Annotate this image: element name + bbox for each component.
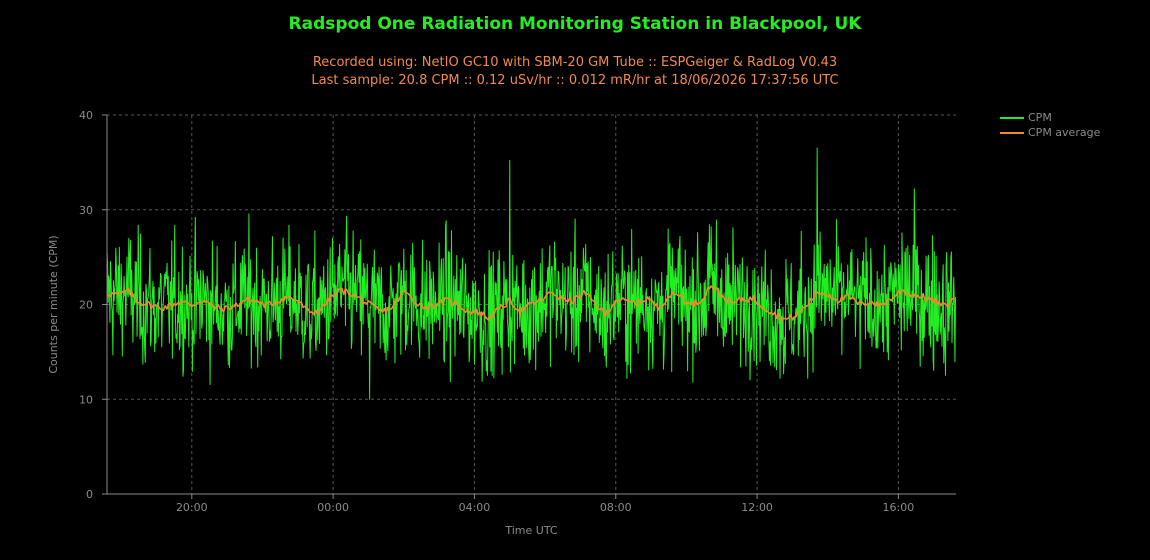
- axes-layer: 0 10 20 30 40 20:00 00:00 04:00 08:00 12:00 16:00 T…: [47, 109, 956, 537]
- cpm-average-series-layer: [106, 285, 956, 322]
- cpm-series-line: [106, 147, 957, 400]
- legend-label-cpm: CPM: [1028, 111, 1052, 124]
- cpm-series-layer: [106, 147, 957, 400]
- legend-item-cpm: CPM: [1000, 110, 1100, 125]
- y-axis-label: Counts per minute (CPM): [47, 235, 60, 373]
- x-tick-label: 16:00: [883, 501, 915, 514]
- cpm-average-series-line: [106, 285, 956, 322]
- chart-subtitle-line-2: Last sample: 20.8 CPM :: 0.12 uSv/hr :: …: [311, 73, 839, 88]
- chart-title: Radspod One Radiation Monitoring Station…: [288, 14, 862, 34]
- x-tick-label: 20:00: [176, 501, 208, 514]
- legend-item-cpm-average: CPM average: [1000, 125, 1100, 140]
- x-tick-label: 08:00: [600, 501, 632, 514]
- y-tick-label: 30: [79, 204, 93, 217]
- y-tick-label: 20: [79, 299, 93, 312]
- x-axis-label: Time UTC: [504, 524, 558, 537]
- chart-subtitle-line-1: Recorded using: NetIO GC10 with SBM-20 G…: [312, 55, 838, 70]
- x-tick-label: 12:00: [741, 501, 773, 514]
- legend-swatch-cpm: [1000, 116, 1024, 119]
- y-tick-label: 40: [79, 109, 93, 122]
- x-tick-label: 04:00: [459, 501, 491, 514]
- legend-label-cpm-average: CPM average: [1028, 126, 1101, 139]
- legend-swatch-cpm-average: [1000, 131, 1024, 134]
- x-tick-label: 00:00: [317, 501, 349, 514]
- y-tick-label: 0: [86, 488, 93, 501]
- chart-legend: CPM CPM average: [1000, 110, 1100, 140]
- y-tick-label: 10: [79, 393, 93, 406]
